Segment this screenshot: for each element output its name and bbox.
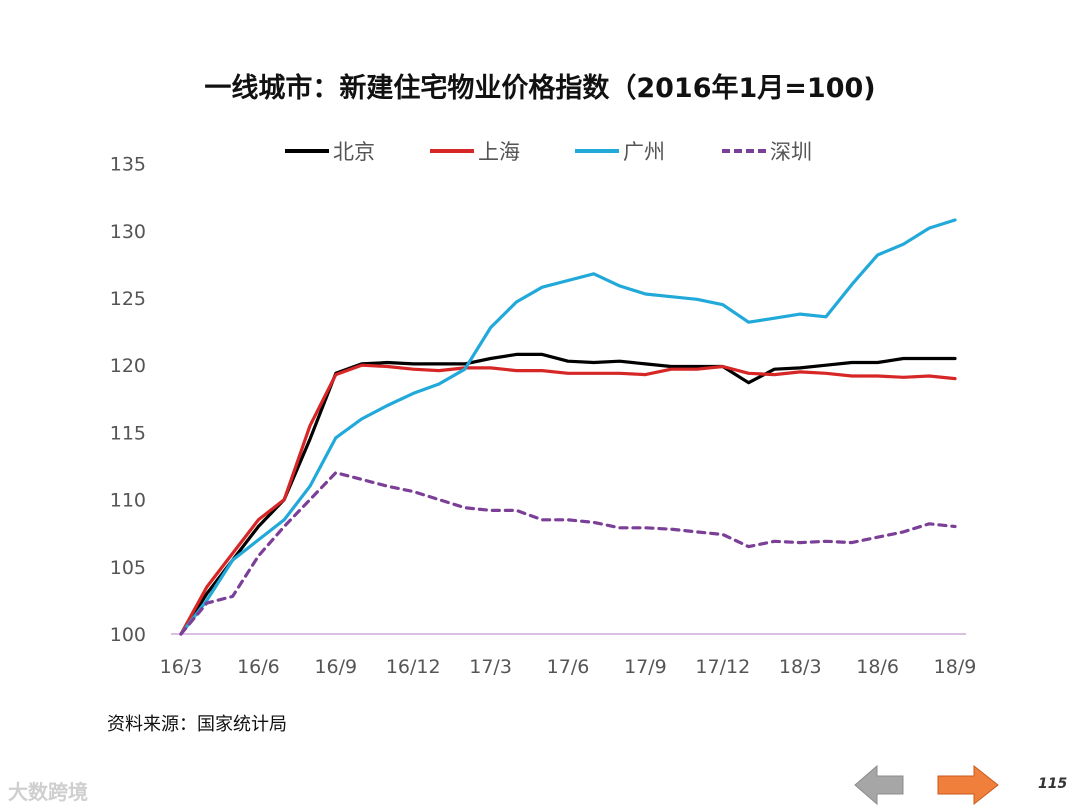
x-tick-label: 18/6 <box>856 656 899 678</box>
x-tick-label: 16/9 <box>314 656 357 678</box>
page-number: 115 <box>1038 776 1068 792</box>
source-note: 资料来源：国家统计局 <box>107 714 287 735</box>
arrow-left-icon <box>854 764 904 806</box>
legend-label-shenzhen: 深圳 <box>770 140 812 164</box>
series-line-2 <box>179 218 957 636</box>
legend-item-beijing: 北京 <box>285 136 375 166</box>
series-line-1 <box>179 363 957 636</box>
legend-item-guangzhou: 广州 <box>575 136 665 166</box>
x-tick-label: 16/6 <box>237 656 280 678</box>
arrow-right-icon <box>937 764 999 806</box>
x-tick-label: 17/6 <box>547 656 590 678</box>
chart-legend: 北京 上海 广州 深圳 <box>0 136 1080 166</box>
legend-swatch-guangzhou <box>575 149 619 153</box>
watermark: 大数跨境 <box>8 780 88 804</box>
legend-swatch-shenzhen <box>722 149 766 153</box>
x-tick-label: 18/9 <box>934 656 977 678</box>
legend-label-guangzhou: 广州 <box>623 140 665 164</box>
y-tick-label: 120 <box>110 355 146 377</box>
x-tick-label: 18/3 <box>779 656 822 678</box>
legend-item-shenzhen: 深圳 <box>722 136 812 166</box>
legend-label-shanghai: 上海 <box>478 140 520 164</box>
legend-item-shanghai: 上海 <box>430 136 520 166</box>
series-line-3 <box>179 471 957 636</box>
y-tick-label: 110 <box>110 490 146 512</box>
x-tick-label: 16/3 <box>160 656 203 678</box>
series-line-0 <box>179 352 957 636</box>
x-tick-label: 17/3 <box>469 656 512 678</box>
prev-page-button[interactable] <box>853 763 905 807</box>
next-page-button[interactable] <box>936 763 1000 807</box>
chart-title: 一线城市：新建住宅物业价格指数（2016年1月=100) <box>204 73 876 104</box>
y-tick-label: 105 <box>110 557 146 579</box>
line-chart: 100 105 110 115 120 125 130 135 16/3 16/6 16/9 16/1… <box>110 154 977 678</box>
legend-swatch-beijing <box>285 149 329 153</box>
y-tick-label: 115 <box>110 422 146 444</box>
legend-swatch-shanghai <box>430 149 474 153</box>
legend-label-beijing: 北京 <box>333 140 375 164</box>
y-tick-label: 100 <box>110 624 146 646</box>
x-tick-label: 16/12 <box>386 656 441 678</box>
y-tick-label: 125 <box>110 288 146 310</box>
y-tick-label: 135 <box>110 154 146 176</box>
x-tick-label: 17/9 <box>624 656 667 678</box>
y-tick-label: 130 <box>110 221 146 243</box>
x-tick-label: 17/12 <box>695 656 750 678</box>
